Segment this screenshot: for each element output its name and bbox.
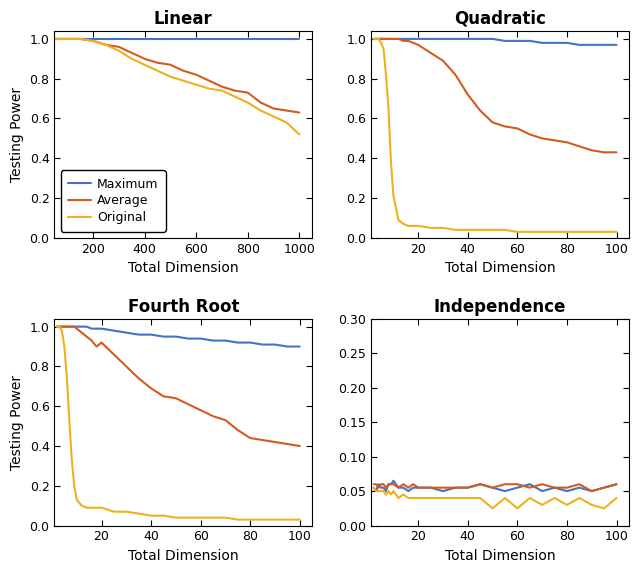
Maximum — [193, 36, 200, 42]
Original — [166, 73, 174, 80]
Average — [257, 99, 264, 106]
Average — [269, 105, 277, 112]
Original — [128, 56, 136, 62]
Maximum — [102, 36, 110, 42]
Y-axis label: Testing Power: Testing Power — [10, 87, 24, 182]
X-axis label: Total Dimension: Total Dimension — [128, 549, 239, 563]
Original — [283, 119, 291, 126]
Original — [102, 41, 110, 48]
Title: Linear: Linear — [154, 10, 212, 28]
Original — [179, 77, 187, 84]
Line: Average: Average — [54, 39, 300, 112]
Original — [51, 36, 58, 42]
Original — [205, 85, 213, 92]
Maximum — [231, 36, 239, 42]
Maximum — [128, 36, 136, 42]
Original — [76, 36, 84, 42]
Maximum — [63, 36, 71, 42]
Maximum — [166, 36, 174, 42]
X-axis label: Total Dimension: Total Dimension — [445, 261, 556, 275]
Average — [128, 49, 136, 56]
Average — [102, 41, 110, 48]
Maximum — [205, 36, 213, 42]
Legend: Maximum, Average, Original: Maximum, Average, Original — [61, 170, 166, 231]
Original — [141, 61, 148, 68]
Average — [115, 44, 123, 50]
Average — [51, 36, 58, 42]
Average — [296, 109, 303, 116]
Maximum — [283, 36, 291, 42]
Maximum — [296, 36, 303, 42]
Original — [218, 87, 226, 94]
Average — [205, 77, 213, 84]
Maximum — [257, 36, 264, 42]
Average — [231, 87, 239, 94]
Original — [89, 37, 97, 44]
X-axis label: Total Dimension: Total Dimension — [128, 261, 239, 275]
Original — [269, 113, 277, 120]
Original — [231, 93, 239, 100]
Average — [154, 60, 161, 66]
Original — [154, 67, 161, 74]
Maximum — [51, 36, 58, 42]
Original — [296, 131, 303, 138]
Original — [193, 81, 200, 88]
Average — [63, 36, 71, 42]
Line: Original: Original — [54, 39, 300, 135]
Maximum — [218, 36, 226, 42]
Average — [193, 71, 200, 78]
Maximum — [154, 36, 161, 42]
Maximum — [89, 36, 97, 42]
Maximum — [115, 36, 123, 42]
Average — [179, 67, 187, 74]
Title: Quadratic: Quadratic — [454, 10, 546, 28]
Maximum — [269, 36, 277, 42]
Original — [115, 48, 123, 54]
Average — [283, 107, 291, 114]
Average — [76, 36, 84, 42]
Average — [218, 83, 226, 90]
Maximum — [179, 36, 187, 42]
Maximum — [244, 36, 252, 42]
Average — [166, 61, 174, 68]
Maximum — [141, 36, 148, 42]
Average — [89, 37, 97, 44]
Original — [63, 36, 71, 42]
Average — [141, 56, 148, 62]
Average — [244, 89, 252, 96]
Maximum — [76, 36, 84, 42]
Y-axis label: Testing Power: Testing Power — [10, 375, 24, 470]
Original — [257, 107, 264, 114]
Title: Fourth Root: Fourth Root — [127, 298, 239, 316]
X-axis label: Total Dimension: Total Dimension — [445, 549, 556, 563]
Original — [244, 99, 252, 106]
Title: Independence: Independence — [434, 298, 566, 316]
